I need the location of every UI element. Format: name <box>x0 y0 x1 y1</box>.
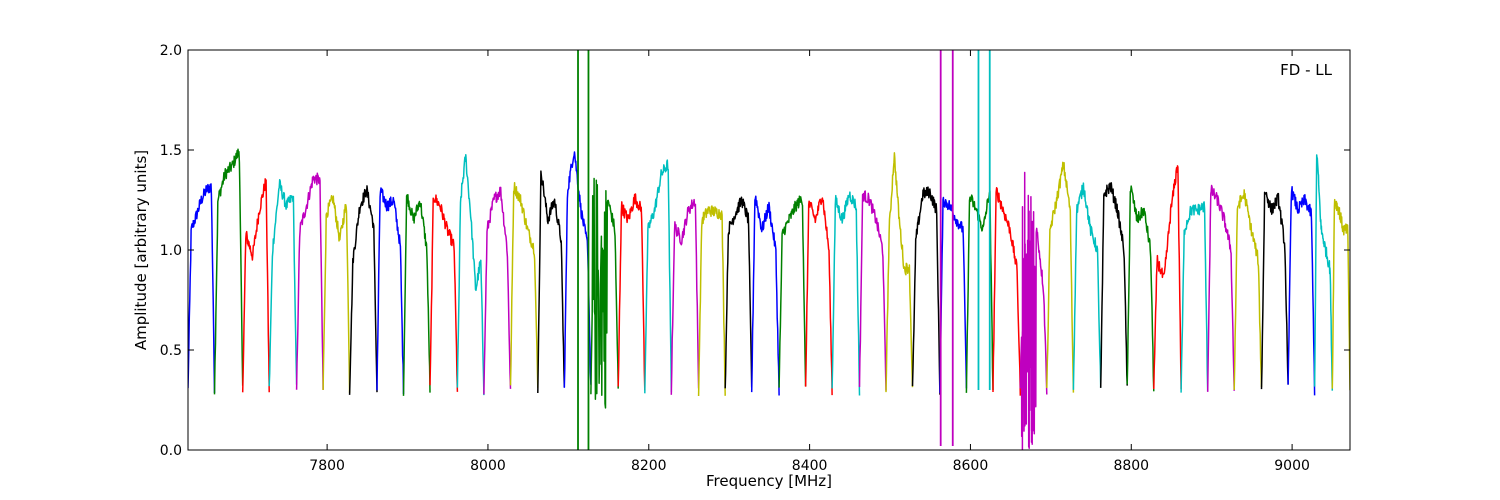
series-line <box>376 187 405 395</box>
series-line <box>348 185 378 395</box>
series-line <box>268 178 298 387</box>
series-line <box>617 193 646 391</box>
series-line <box>322 195 351 393</box>
series-line <box>295 172 324 390</box>
series-line <box>1180 201 1209 393</box>
series-line <box>1233 189 1263 390</box>
series-line <box>1153 165 1182 390</box>
y-axis-label: Amplitude [arbitrary units] <box>132 150 150 350</box>
y-tick-label: 0.5 <box>160 343 182 359</box>
series-line <box>965 190 994 393</box>
series-line <box>590 177 619 409</box>
series-line <box>1099 182 1128 388</box>
series-line <box>992 187 1022 396</box>
series-line <box>1072 182 1102 390</box>
series-line <box>911 186 941 395</box>
x-tick-label: 8800 <box>1113 458 1149 474</box>
y-tick-label: 1.0 <box>160 243 182 259</box>
y-tick-label: 0.0 <box>160 443 182 459</box>
series-layer <box>188 50 1350 450</box>
series-line <box>429 194 459 392</box>
series-line <box>644 159 673 394</box>
series-line <box>885 152 914 393</box>
x-tick-label: 8200 <box>631 458 667 474</box>
series-line <box>804 197 833 396</box>
chart-annotation: FD - LL <box>1280 61 1332 79</box>
series-line <box>697 205 726 397</box>
series-line <box>1260 191 1289 390</box>
x-tick-label: 8400 <box>792 458 828 474</box>
x-tick-label: 8600 <box>953 458 989 474</box>
series-line <box>858 190 887 391</box>
series-line <box>1313 154 1334 391</box>
y-tick-label: 1.5 <box>160 143 182 159</box>
series-line <box>1046 161 1075 393</box>
series-line <box>724 196 753 389</box>
series-line <box>537 170 566 394</box>
series-line <box>402 193 431 396</box>
series-line <box>1331 198 1350 391</box>
series-line <box>1206 184 1235 392</box>
series-line <box>241 178 270 393</box>
series-line <box>670 198 700 395</box>
series-line <box>456 153 485 396</box>
x-axis-label: Frequency [MHz] <box>706 472 832 490</box>
x-tick-label: 7800 <box>309 458 345 474</box>
series-line <box>778 195 807 388</box>
plot-background <box>188 50 1350 450</box>
x-tick-label: 8000 <box>470 458 506 474</box>
y-tick-label: 2.0 <box>160 43 182 59</box>
y-axis-ticks: 0.0 0.5 1.0 1.5 2.0 <box>160 43 1350 459</box>
series-line <box>831 191 861 396</box>
series-line <box>188 183 216 394</box>
x-axis-ticks: 7800 8000 8200 8400 8600 8800 9000 <box>309 50 1310 474</box>
series-line <box>1287 185 1316 396</box>
series-line <box>750 195 780 396</box>
series-line <box>483 186 512 395</box>
x-tick-label: 9000 <box>1274 458 1310 474</box>
series-line <box>509 181 539 388</box>
series-line <box>213 148 244 395</box>
series-line <box>1126 185 1155 392</box>
series-line <box>1019 171 1048 450</box>
